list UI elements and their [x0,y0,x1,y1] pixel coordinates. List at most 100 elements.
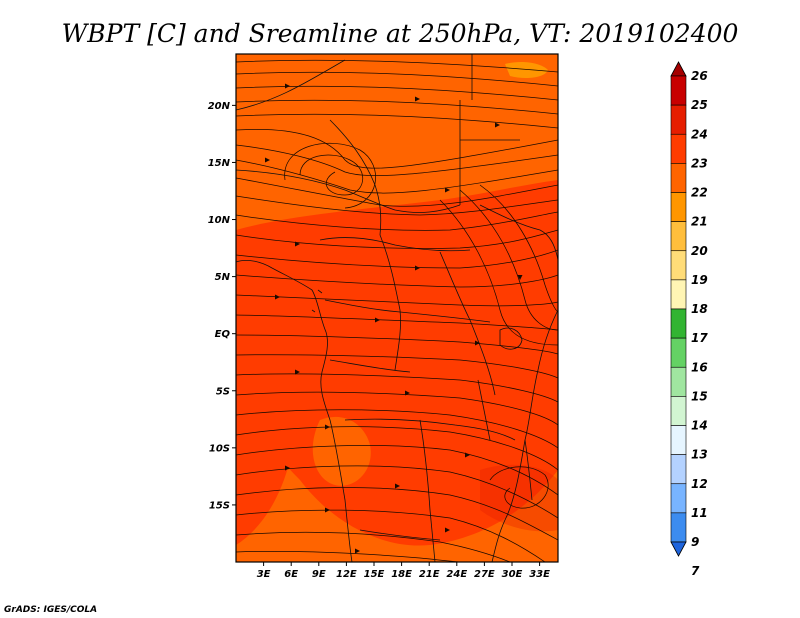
colorbar-label: 24 [691,127,708,141]
vortex-streamline [299,154,364,196]
streamline [236,211,558,231]
west-coastline [236,260,353,562]
colorbar-label: 9 [691,535,699,549]
lake-tanganyika [477,379,491,441]
streamline [236,354,558,379]
streamline [236,314,558,331]
arrowhead [405,390,410,396]
colorbar-label: 16 [691,360,708,374]
streamline [236,373,558,403]
border-sahel [236,169,461,213]
lat-tick-label: 5N [215,272,231,283]
border-north-1 [236,59,346,111]
lon-tick-label: 21E [419,569,440,580]
streamline [236,128,558,169]
gulf-of-guinea-islands [311,289,323,313]
east-curving-streamline [459,189,558,331]
colorbar-label: 25 [691,98,708,112]
arrowhead [517,275,523,280]
map-frame [235,53,559,563]
colorbar-label: 11 [691,506,708,520]
ethiopia-border [479,204,558,261]
colorbar-swatch [670,396,687,426]
arrowhead [355,548,360,554]
wbpt-field-21-22-patch [505,62,548,78]
arrowhead [475,340,480,346]
colorbar-swatch [670,192,687,222]
arrowhead [415,96,420,102]
arrowhead [295,241,300,247]
lat-tick-label: 5S [216,386,230,397]
streamline [236,59,558,73]
streamline [236,465,558,519]
east-curving-streamline [439,199,558,346]
arrowhead [325,507,330,513]
colorbar-label: 7 [691,564,700,578]
lon-tick-label: 15E [364,569,385,580]
colorbar-swatch [670,337,687,368]
colorbar-swatch [670,75,687,106]
colorbar-top-triangle [670,61,687,77]
streamline [236,487,558,541]
latitude-axis: 20N 15N 10N 5N EQ 5S 10S 15S [208,101,236,511]
lon-tick-label: 27E [474,569,495,580]
streamline [236,229,558,249]
colorbar-label: 14 [691,419,708,433]
colorbar-label: 13 [691,448,708,462]
se-vortex-streamline [489,466,549,509]
lat-tick-label: EQ [215,329,231,340]
streamline [236,409,558,449]
arrowhead [295,369,300,375]
colorbar-swatch [670,250,687,281]
colorbar-label: 12 [691,477,708,491]
arrowhead [375,317,380,323]
border-south-2 [419,419,436,562]
east-coastline [491,309,558,562]
border-south-3 [359,529,441,541]
streamline [236,531,511,562]
colorbar-label: 23 [691,156,708,170]
arrowhead [445,527,450,533]
colorbar-swatch [670,308,687,339]
colorbar-swatch [670,454,687,485]
arrowhead [415,265,420,271]
streamline [236,445,558,496]
arrowhead [465,452,470,458]
colorbar-swatch [670,221,687,252]
arrowhead [265,157,270,163]
wbpt-field-23-24-west [236,326,305,545]
colorbar-swatch [670,483,687,514]
colorbar-bottom-triangle [670,541,687,557]
border-central-2 [379,234,401,371]
lon-tick-label: 9E [312,569,326,580]
arrowhead [395,483,400,489]
colorbar-swatch [670,279,687,310]
streamline [236,71,558,87]
colorbar-label: 19 [691,273,708,287]
arrowhead [445,187,450,193]
colorbar-label: 21 [691,215,708,229]
border-central-1 [319,237,471,252]
arrowhead [285,83,290,89]
lon-tick-label: 3E [257,569,271,580]
streamline-arrows [265,83,523,554]
arrowhead [495,122,500,128]
border-central-5 [329,359,411,373]
streamline [236,334,558,355]
colorbar-swatch [670,366,687,397]
colorbar-swatch [670,512,687,543]
grads-credit: GrADS: IGES/COLA [4,605,97,615]
colorbar-swatch [670,104,687,135]
streamline [236,391,558,426]
streamlines [236,59,558,562]
border-south-1 [344,418,516,441]
colorbar-label: 18 [691,302,708,316]
streamline [236,550,463,562]
wbpt-field-22-23-patch [312,416,371,486]
colorbar-swatch [670,425,687,455]
streamline [236,113,558,129]
lon-tick-label: 24E [446,569,467,580]
arrowhead [285,465,290,471]
lat-tick-label: 10S [209,443,230,454]
